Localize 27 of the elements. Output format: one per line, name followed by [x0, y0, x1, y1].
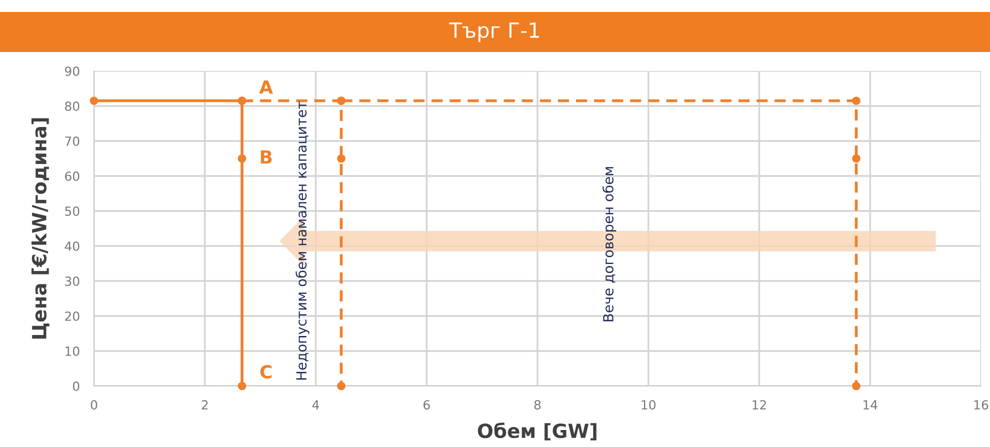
y-tick-label: 60 [65, 171, 80, 181]
x-tick-label: 2 [202, 400, 208, 410]
x-tick-label: 14 [864, 400, 878, 410]
annotation: C [260, 364, 272, 379]
annotation: Недопустим обем намален капацитет [296, 102, 310, 380]
annotation: B [260, 150, 272, 164]
y-tick-label: 10 [66, 346, 80, 356]
y-tick-label: 90 [64, 66, 80, 76]
x-axis-title: Обем [GW] [478, 422, 596, 440]
x-tick-label: 6 [424, 400, 430, 410]
annotation: Вече договорен обем [602, 167, 616, 322]
x-tick-label: 12 [752, 400, 766, 410]
y-tick-label: 80 [65, 101, 80, 111]
y-tick-label: 20 [65, 311, 80, 321]
y-tick-label: 40 [64, 241, 80, 251]
x-tick-label: 10 [642, 400, 656, 410]
x-tick-label: 8 [534, 400, 541, 410]
y-tick-label: 70 [65, 136, 80, 146]
y-tick-label: 0 [72, 381, 80, 391]
y-tick-label: 50 [65, 206, 80, 216]
annotation: A [259, 80, 273, 94]
x-tick-label: 16 [974, 400, 988, 410]
chart-title: Търг Г-1 [449, 22, 539, 42]
x-tick-label: 4 [312, 400, 320, 410]
x-tick-label: 0 [90, 400, 98, 410]
y-axis-title: Цена [€/kW/година] [31, 118, 50, 339]
y-tick-label: 30 [65, 276, 80, 286]
